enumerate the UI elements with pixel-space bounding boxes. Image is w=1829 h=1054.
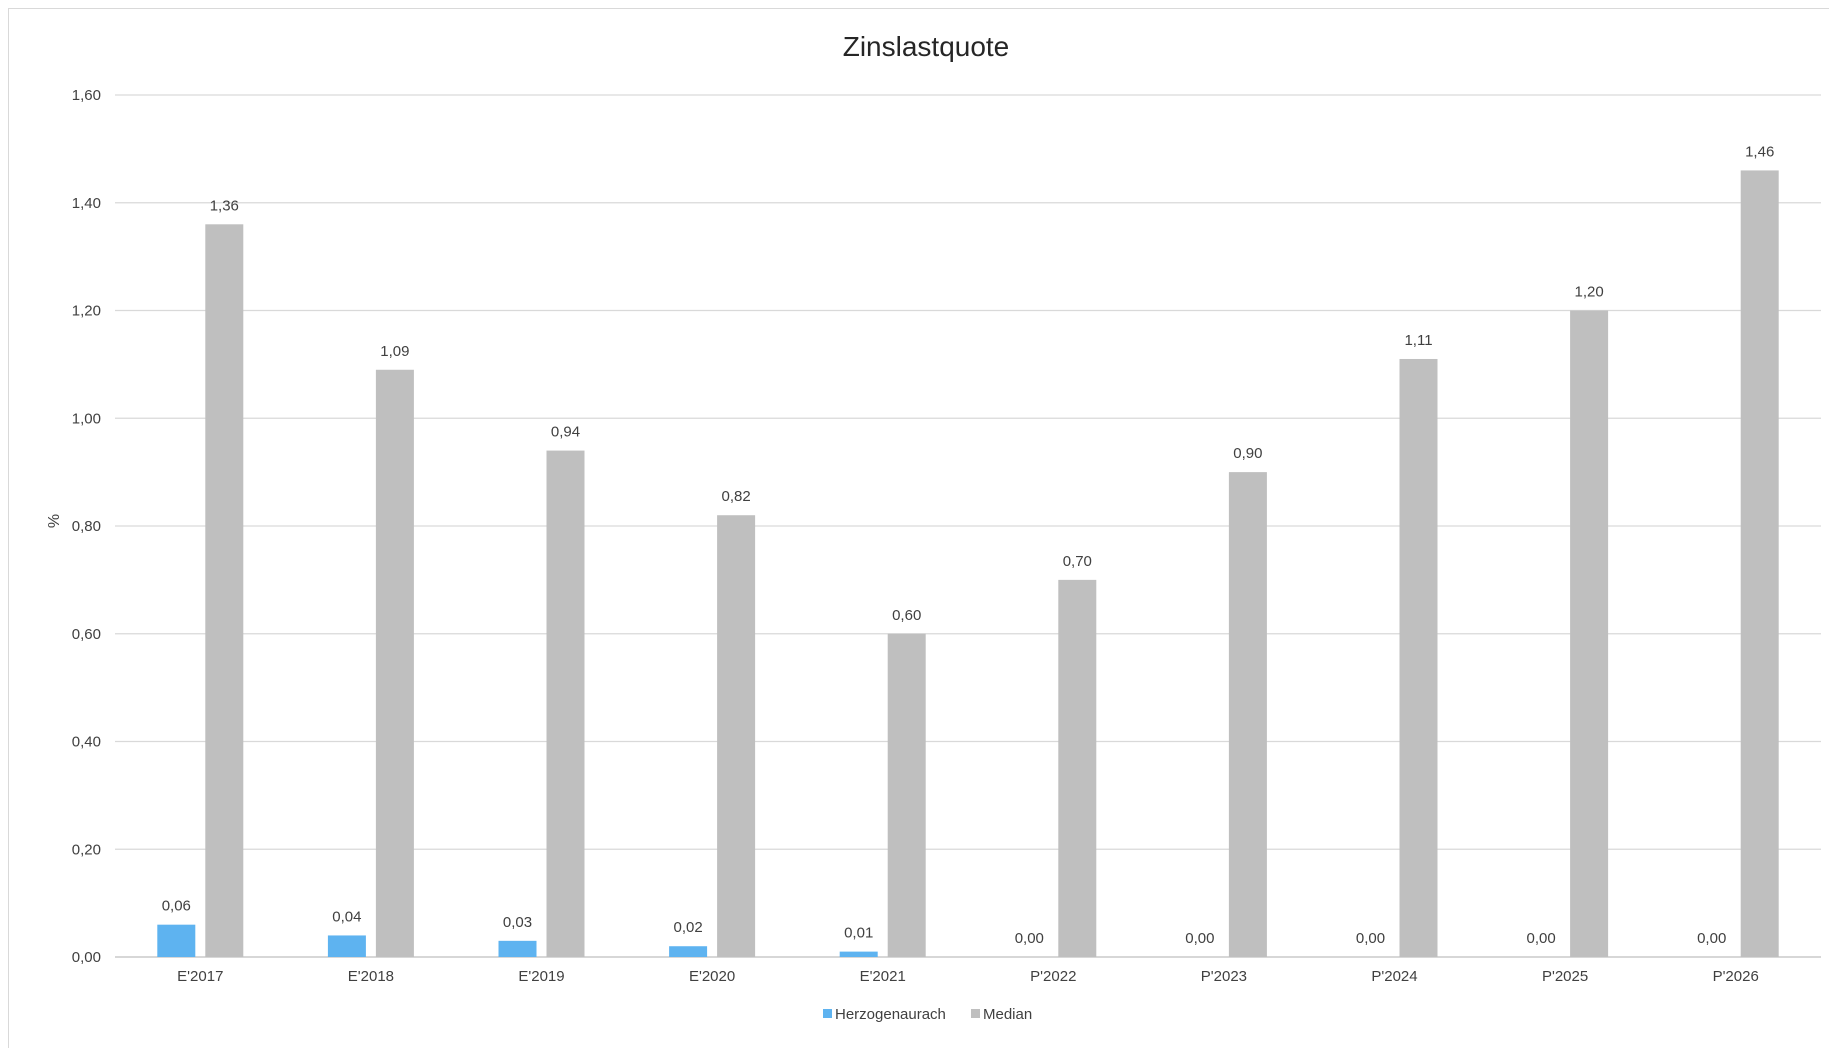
data-label: 1,46: [1745, 143, 1774, 160]
data-label: 0,82: [721, 488, 750, 505]
bar-herzogenaurach: [669, 946, 708, 957]
data-label: 1,36: [210, 197, 239, 214]
x-tick-label: P'2026: [1713, 968, 1759, 985]
data-label: 0,00: [1356, 930, 1385, 947]
x-axis-ticks: E'2017 E'2018 E'2019 E'2020 E'2021 P'2022 P'20…: [177, 968, 1759, 985]
y-tick-label: 1,00: [72, 410, 101, 427]
data-label: 0,94: [551, 424, 580, 441]
x-tick-label: P'2023: [1201, 968, 1247, 985]
y-tick-label: 0,40: [72, 734, 101, 751]
x-tick-label: E'2020: [689, 968, 735, 985]
bar-median: [1058, 579, 1097, 957]
bar-herzogenaurach: [498, 940, 537, 957]
bar-median: [205, 224, 244, 958]
y-tick-label: 1,20: [72, 303, 101, 320]
data-label: 0,60: [892, 607, 921, 624]
chart-title: Zinslastquote: [843, 31, 1010, 62]
data-label: 0,00: [1015, 930, 1044, 947]
data-label: 0,90: [1233, 445, 1262, 462]
data-labels: 0,06 1,36 0,04 1,09 0,03 0,94 0,02 0,82 0,01 0,60…: [162, 143, 1775, 947]
legend: Herzogenaurach Median: [823, 1006, 1032, 1023]
data-label: 0,00: [1697, 930, 1726, 947]
bar-median: [375, 369, 414, 957]
bar-median: [1740, 170, 1779, 958]
bar-chart: Zinslastquote % 0,00 0,20 0,40 0,60 0,80 1,00…: [46, 31, 1821, 1023]
bar-median: [717, 515, 756, 957]
x-tick-label: E'2018: [348, 968, 394, 985]
y-axis-title: %: [46, 514, 63, 528]
data-label: 1,11: [1404, 332, 1432, 349]
chart-container: Zinslastquote % 0,00 0,20 0,40 0,60 0,80 1,00…: [8, 8, 1829, 1048]
data-label: 0,00: [1185, 930, 1214, 947]
y-tick-label: 0,80: [72, 518, 101, 535]
y-tick-label: 1,40: [72, 195, 101, 212]
x-tick-label: P'2024: [1371, 968, 1417, 985]
data-label: 0,03: [503, 914, 532, 931]
gridlines: [115, 94, 1821, 958]
bar-herzogenaurach: [839, 951, 878, 957]
bar-median: [1570, 310, 1609, 957]
data-label: 1,20: [1574, 284, 1603, 301]
data-label: 0,00: [1526, 930, 1555, 947]
bar-median: [546, 450, 585, 957]
bar-median: [1399, 358, 1438, 957]
y-tick-label: 0,20: [72, 841, 101, 858]
legend-swatch-herzogenaurach: [823, 1009, 832, 1018]
y-tick-label: 0,00: [72, 949, 101, 966]
y-tick-label: 1,60: [72, 87, 101, 104]
bar-herzogenaurach: [157, 924, 196, 957]
legend-label-herzogenaurach: Herzogenaurach: [835, 1006, 946, 1023]
data-label: 0,02: [673, 919, 702, 936]
data-label: 0,70: [1063, 553, 1092, 570]
data-label: 0,01: [844, 925, 873, 942]
bar-median: [1228, 472, 1267, 957]
x-tick-label: P'2022: [1030, 968, 1076, 985]
bar-herzogenaurach: [327, 935, 366, 957]
y-axis-ticks: 0,00 0,20 0,40 0,60 0,80 1,00 1,20 1,40 1,60: [72, 87, 101, 966]
x-tick-label: E'2019: [518, 968, 564, 985]
x-tick-label: E'2017: [177, 968, 223, 985]
x-tick-label: E'2021: [860, 968, 906, 985]
bars: [157, 170, 1779, 958]
legend-label-median: Median: [983, 1006, 1032, 1023]
data-label: 0,06: [162, 898, 191, 915]
data-label: 0,04: [332, 908, 361, 925]
data-label: 1,09: [380, 343, 409, 360]
y-tick-label: 0,60: [72, 626, 101, 643]
bar-median: [887, 633, 926, 957]
legend-swatch-median: [971, 1009, 980, 1018]
x-tick-label: P'2025: [1542, 968, 1588, 985]
